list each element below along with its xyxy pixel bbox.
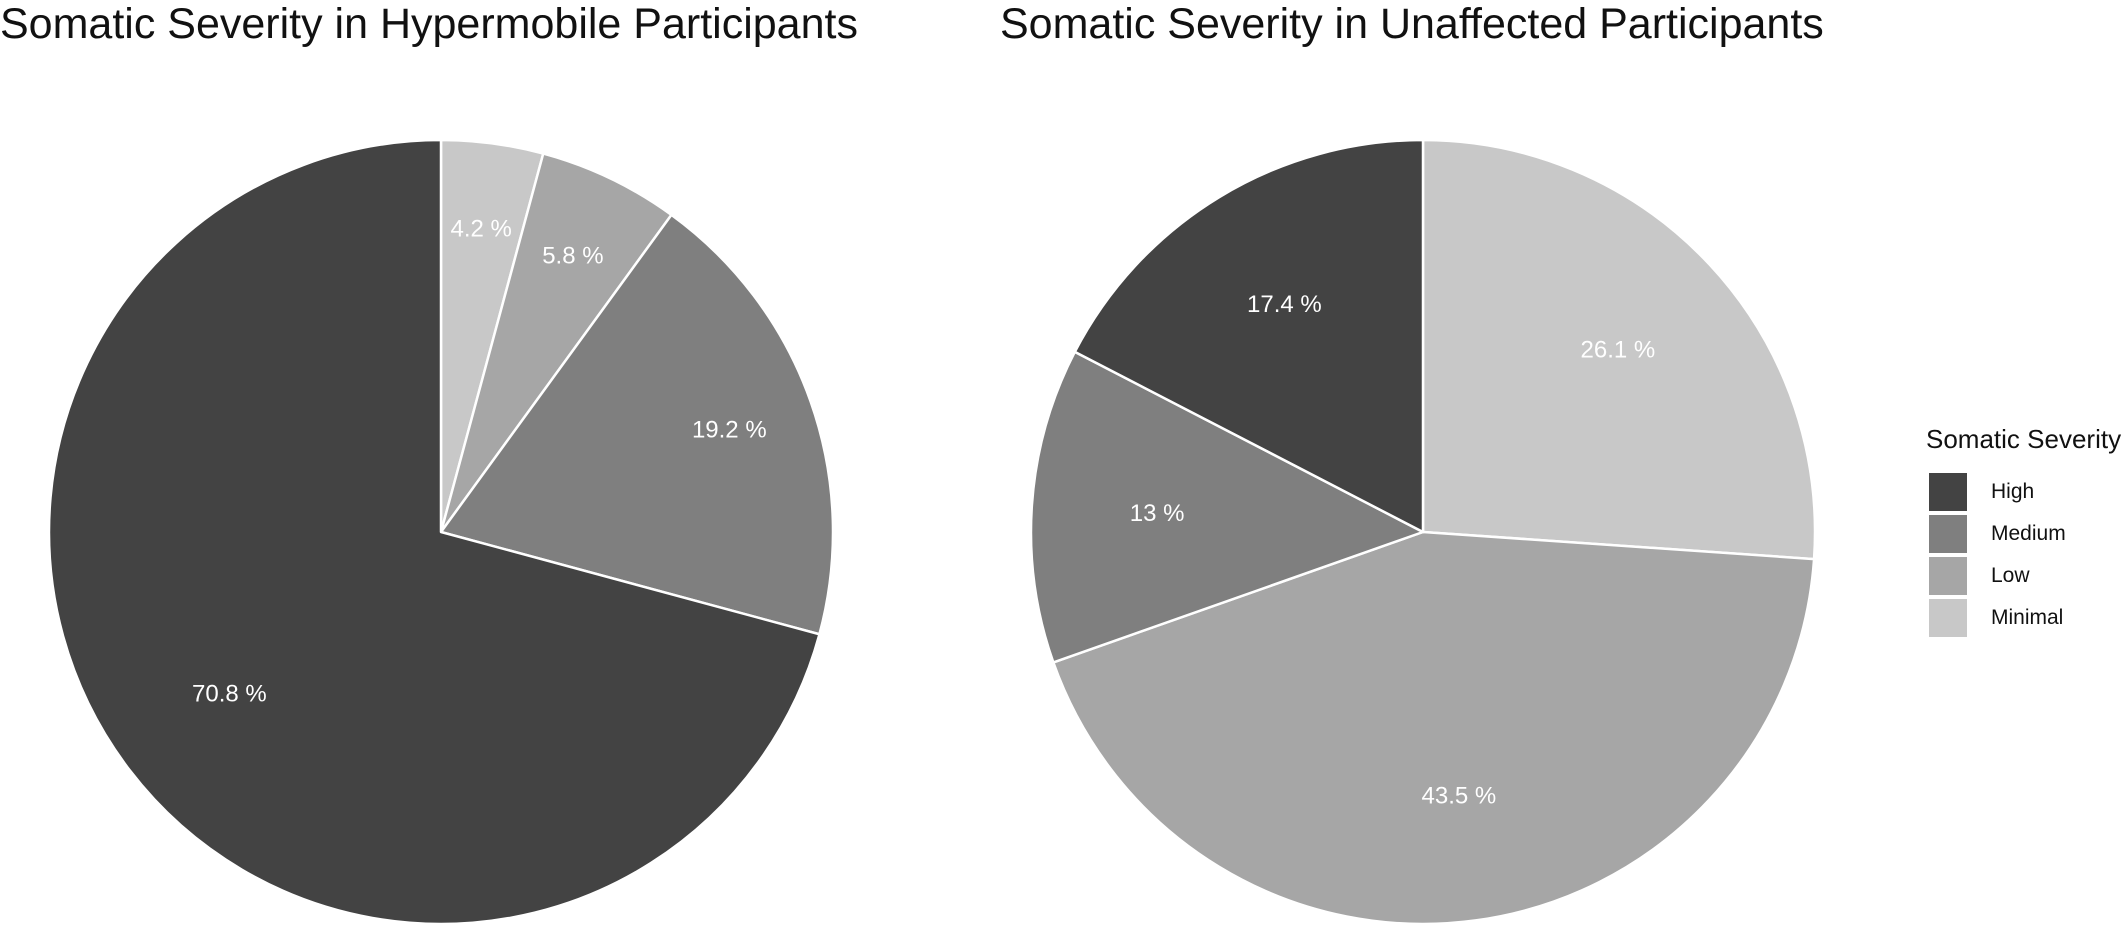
slice-label-unaffected-high: 17.4 % xyxy=(1247,291,1322,318)
slice-label-unaffected-medium: 13 % xyxy=(1130,500,1185,527)
chart-title-hypermobile: Somatic Severity in Hypermobile Particip… xyxy=(0,0,858,48)
slice-unaffected-minimal xyxy=(1421,138,1817,561)
slice-hypermobile-high xyxy=(47,138,821,925)
legend-label-high: High xyxy=(1991,480,2035,503)
slice-unaffected-high xyxy=(1073,138,1425,534)
legend-item-low: Low xyxy=(1926,555,2126,597)
legend-label-low: Low xyxy=(1991,564,2030,587)
pie-hypermobile: 4.2 % 5.8 % 19.2 % 70.8 % xyxy=(47,138,835,925)
slice-unaffected-low xyxy=(1052,530,1816,925)
slice-label-hypermobile-medium: 19.2 % xyxy=(692,417,767,444)
legend-swatch-high xyxy=(1929,473,1967,511)
legend-swatch-medium xyxy=(1929,515,1967,553)
slice-unaffected-medium xyxy=(1029,350,1425,664)
legend-swatch-low xyxy=(1929,557,1967,595)
legend-label-medium: Medium xyxy=(1991,522,2066,545)
legend-item-high: High xyxy=(1926,471,2126,513)
legend-title: Somatic Severity xyxy=(1926,424,2122,454)
legend-label-minimal: Minimal xyxy=(1991,606,2064,629)
slice-label-hypermobile-low: 5.8 % xyxy=(542,243,603,270)
slice-hypermobile-medium xyxy=(439,213,835,636)
slice-hypermobile-low xyxy=(439,152,673,534)
slice-label-unaffected-low: 43.5 % xyxy=(1422,783,1497,810)
slice-label-unaffected-minimal: 26.1 % xyxy=(1581,337,1656,364)
legend-item-medium: Medium xyxy=(1926,513,2126,555)
slice-label-hypermobile-high: 70.8 % xyxy=(192,681,267,708)
slice-label-hypermobile-minimal: 4.2 % xyxy=(451,215,512,242)
legend-swatch-minimal xyxy=(1929,599,1967,637)
legend-item-minimal: Minimal xyxy=(1926,597,2126,639)
legend: Somatic Severity High Medium Low Minimal xyxy=(1926,424,2126,639)
chart-title-unaffected: Somatic Severity in Unaffected Participa… xyxy=(1000,0,1824,48)
pie-unaffected: 26.1 % 43.5 % 13 % 17.4 % xyxy=(1029,138,1817,925)
